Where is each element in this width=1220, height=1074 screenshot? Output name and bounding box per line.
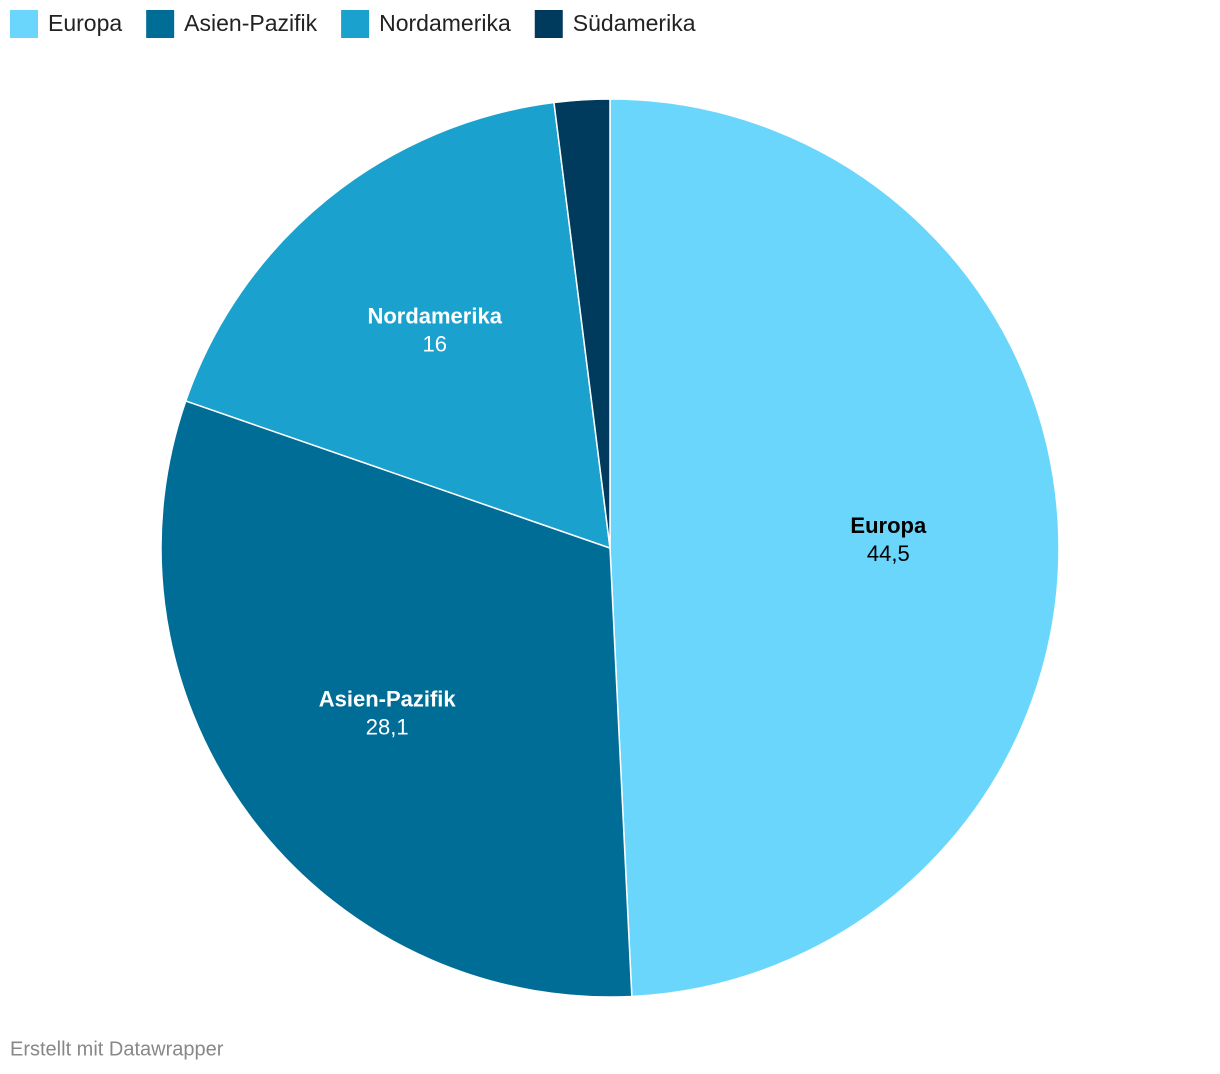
legend-swatch	[10, 10, 38, 38]
legend: Europa Asien-Pazifik Nordamerika Südamerika	[10, 10, 696, 38]
pie-slice	[160, 400, 633, 998]
data-label: 16	[422, 332, 446, 357]
credit: Erstellt mit Datawrapper	[10, 1038, 224, 1060]
data-label: 28,1	[366, 715, 409, 740]
legend-label: Asien-Pazifik	[184, 10, 317, 36]
legend-swatch	[146, 10, 175, 38]
legend-label: Europa	[48, 10, 122, 36]
legend-swatch	[341, 10, 370, 38]
slice-name: Asien-Pazifik	[319, 687, 457, 712]
pie-slice	[184, 101, 611, 550]
pie-slice	[553, 98, 611, 549]
legend-label: Nordamerika	[379, 10, 511, 36]
legend-label: Südamerika	[573, 10, 696, 36]
data-label: 44,5	[867, 541, 910, 566]
legend-swatch	[534, 10, 563, 38]
slice-name: Europa	[850, 513, 927, 538]
pie-slice	[609, 98, 1060, 998]
pie: Europa 44,5 Asien-Pazifik 28,1 Nordamerika 16	[160, 98, 1060, 998]
slice-name: Nordamerika	[367, 304, 502, 329]
